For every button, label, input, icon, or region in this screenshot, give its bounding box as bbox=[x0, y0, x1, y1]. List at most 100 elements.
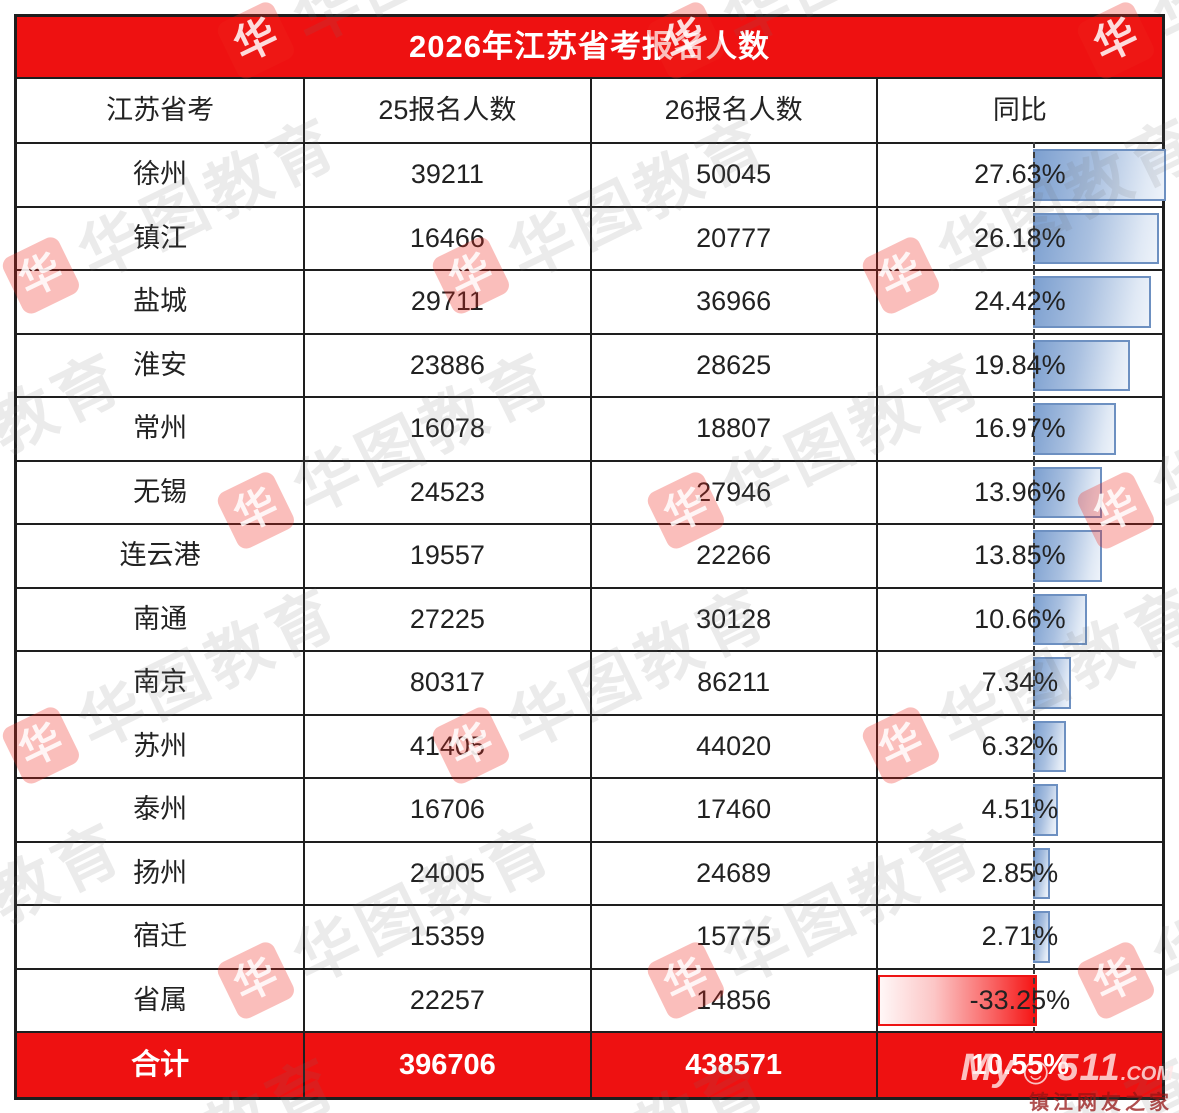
applicants-2026-cell: 24689 bbox=[589, 842, 876, 904]
applicants-2025-cell: 16078 bbox=[303, 398, 589, 460]
yoy-value: 2.71% bbox=[981, 921, 1059, 951]
table-row: 泰州 16706 17460 4.51% bbox=[17, 777, 1162, 843]
table-body: 徐州 39211 50045 27.63% 镇江 16466 20777 26.18% 盐城 29… bbox=[17, 142, 1166, 1033]
yoy-cell: 13.85% bbox=[875, 523, 1162, 589]
applicants-2026-cell: 22266 bbox=[589, 525, 876, 587]
applicants-2026-cell: 15775 bbox=[589, 906, 876, 968]
region-cell: 扬州 bbox=[133, 857, 188, 888]
yoy-value: 16.97% bbox=[974, 413, 1066, 443]
table-row: 淮安 23886 28625 19.84% bbox=[17, 332, 1162, 398]
yoy-value: 24.42% bbox=[974, 286, 1066, 316]
applicants-2026-cell: 14856 bbox=[589, 969, 876, 1031]
yoy-value: 10.66% bbox=[974, 603, 1066, 634]
yoy-data-bar bbox=[1032, 149, 1166, 201]
yoy-cell: 7.34% bbox=[875, 650, 1162, 716]
column-header-3: 同比 bbox=[875, 79, 1162, 142]
applicants-2025-cell: 19557 bbox=[303, 525, 589, 587]
total-2026-cell: 438571 bbox=[589, 1033, 876, 1097]
yoy-data-bar bbox=[1032, 466, 1103, 518]
yoy-zero-axis-line bbox=[1032, 142, 1035, 208]
yoy-data-bar bbox=[1032, 212, 1160, 264]
yoy-zero-axis-line bbox=[1032, 396, 1035, 462]
yoy-data-bar bbox=[1032, 784, 1059, 836]
yoy-zero-axis-line bbox=[1032, 650, 1035, 716]
table-row: 徐州 39211 50045 27.63% bbox=[17, 142, 1166, 208]
table-row: 省属 22257 14856 -33.25% bbox=[17, 967, 1162, 1033]
yoy-cell: 2.71% bbox=[875, 904, 1162, 970]
table-row: 扬州 24005 24689 2.85% bbox=[17, 840, 1162, 906]
total-label-cell: 合计 bbox=[131, 1049, 190, 1081]
table-row: 连云港 19557 22266 13.85% bbox=[17, 523, 1162, 589]
region-cell: 省属 bbox=[133, 984, 188, 1015]
region-cell: 宿迁 bbox=[133, 921, 188, 951]
applicants-2025-cell: 16466 bbox=[303, 207, 589, 269]
applicants-2025-cell: 27225 bbox=[303, 588, 589, 650]
yoy-cell: 16.97% bbox=[875, 396, 1162, 462]
region-cell: 南通 bbox=[133, 603, 188, 634]
yoy-value: -33.25% bbox=[969, 984, 1071, 1015]
yoy-zero-axis-line bbox=[1032, 967, 1035, 1033]
table-row: 常州 16078 18807 16.97% bbox=[17, 396, 1162, 462]
applicants-2025-cell: 16706 bbox=[303, 779, 589, 841]
table-row: 南通 27225 30128 10.66% bbox=[17, 586, 1162, 652]
yoy-cell: 13.96% bbox=[875, 459, 1162, 525]
column-header-0: 江苏省考 bbox=[106, 95, 215, 125]
table-row: 镇江 16466 20777 26.18% bbox=[17, 205, 1162, 271]
region-cell: 盐城 bbox=[133, 286, 188, 316]
yoy-value: 27.63% bbox=[974, 159, 1066, 189]
region-cell: 淮安 bbox=[133, 349, 188, 380]
yoy-zero-axis-line bbox=[1032, 777, 1035, 843]
yoy-cell: 6.32% bbox=[875, 713, 1162, 779]
yoy-value: 26.18% bbox=[974, 222, 1066, 253]
yoy-cell: -33.25% bbox=[875, 967, 1162, 1033]
region-cell: 镇江 bbox=[133, 222, 188, 253]
table-row: 南京 80317 86211 7.34% bbox=[17, 650, 1162, 716]
region-cell: 无锡 bbox=[133, 476, 188, 507]
applicants-2026-cell: 36966 bbox=[589, 271, 876, 333]
yoy-cell: 27.63% bbox=[875, 142, 1166, 208]
table-row: 苏州 41405 44020 6.32% bbox=[17, 713, 1162, 779]
registration-table: 2026年江苏省考报名人数 江苏省考 25报名人数 26报名人数 同比 徐州 39211… bbox=[14, 14, 1166, 1100]
table-title: 2026年江苏省考报名人数 bbox=[17, 17, 1162, 79]
yoy-cell: 26.18% bbox=[875, 205, 1162, 271]
yoy-value: 19.84% bbox=[974, 349, 1066, 380]
yoy-data-bar bbox=[877, 974, 1037, 1026]
applicants-2026-cell: 20777 bbox=[589, 207, 876, 269]
table-header-row: 江苏省考 25报名人数 26报名人数 同比 bbox=[17, 79, 1162, 142]
column-header-2: 26报名人数 bbox=[589, 79, 876, 142]
table-row: 宿迁 15359 15775 2.71% bbox=[17, 904, 1162, 970]
yoy-zero-axis-line bbox=[1032, 205, 1035, 271]
yoy-zero-axis-line bbox=[1032, 840, 1035, 906]
yoy-zero-axis-line bbox=[1032, 904, 1035, 970]
yoy-zero-axis-line bbox=[1032, 459, 1035, 525]
region-cell: 徐州 bbox=[133, 159, 188, 189]
applicants-2026-cell: 28625 bbox=[589, 334, 876, 396]
yoy-cell: 10.66% bbox=[875, 586, 1162, 652]
region-cell: 连云港 bbox=[119, 540, 201, 570]
yoy-zero-axis-line bbox=[1032, 713, 1035, 779]
yoy-data-bar bbox=[1032, 530, 1102, 582]
yoy-value: 6.32% bbox=[981, 730, 1059, 761]
yoy-data-bar bbox=[1032, 720, 1067, 772]
applicants-2025-cell: 15359 bbox=[303, 906, 589, 968]
applicants-2026-cell: 18807 bbox=[589, 398, 876, 460]
applicants-2026-cell: 86211 bbox=[589, 652, 876, 714]
region-cell: 常州 bbox=[133, 413, 188, 443]
applicants-2026-cell: 27946 bbox=[589, 461, 876, 523]
total-yoy-cell: 10.55% bbox=[875, 1033, 1162, 1097]
yoy-cell: 24.42% bbox=[875, 269, 1162, 335]
applicants-2026-cell: 50045 bbox=[589, 144, 876, 206]
column-header-1: 25报名人数 bbox=[303, 79, 589, 142]
applicants-2026-cell: 17460 bbox=[589, 779, 876, 841]
region-cell: 泰州 bbox=[133, 794, 188, 824]
applicants-2025-cell: 80317 bbox=[303, 652, 589, 714]
yoy-value: 4.51% bbox=[981, 794, 1059, 824]
applicants-2025-cell: 24523 bbox=[303, 461, 589, 523]
yoy-zero-axis-line bbox=[1032, 523, 1035, 589]
yoy-value: 13.96% bbox=[974, 476, 1066, 507]
yoy-zero-axis-line bbox=[1032, 586, 1035, 652]
region-cell: 苏州 bbox=[133, 730, 188, 761]
applicants-2025-cell: 23886 bbox=[303, 334, 589, 396]
applicants-2025-cell: 41405 bbox=[303, 715, 589, 777]
